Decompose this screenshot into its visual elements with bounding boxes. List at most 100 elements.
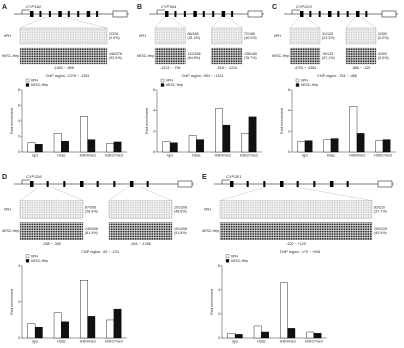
gene-name: CYP2D6 [26, 174, 42, 179]
y-tick-label: 0 [153, 150, 155, 154]
methylation-fraction: 0/300 [378, 32, 387, 36]
methylation-percent: (0.5%) [109, 36, 120, 40]
methylation-percent: (37.7%) [374, 209, 387, 213]
exon [96, 181, 99, 187]
legend-label: hESC-Hep [31, 83, 48, 87]
sample-label: hPH [274, 34, 281, 38]
sample-label: hPH [204, 207, 211, 211]
y-tick-label: 6 [288, 88, 290, 92]
bar [113, 308, 122, 339]
bar [306, 331, 315, 339]
tss-arrow [221, 179, 230, 184]
legend-swatch [25, 259, 30, 263]
region-range: -904 ~ -1286 [130, 242, 150, 246]
region-range: -4793 ~ -4363 [294, 66, 316, 70]
exon [280, 181, 284, 187]
methylation-fraction: 200/220 [374, 227, 387, 231]
methylation-grid [108, 200, 173, 219]
sample-label: hPH [139, 34, 146, 38]
exon [177, 180, 193, 188]
zoom-guide [154, 16, 186, 29]
x-tick-label: H3K4me3 [215, 153, 231, 157]
bar [297, 141, 306, 153]
x-tick-label: H3ac [192, 153, 201, 157]
y-tick-label: 8 [18, 88, 20, 92]
bar [169, 142, 178, 153]
y-axis-label: Fold enrichment [10, 108, 14, 134]
region-range: -298 ~ -359 [42, 242, 60, 246]
exon [86, 11, 91, 17]
y-tick-label: 0 [18, 336, 20, 340]
methylation-fraction: 142/168 [188, 52, 201, 56]
y-tick-label: 4 [18, 264, 20, 268]
sample-label: hESC-Hep [2, 54, 19, 58]
x-tick-label: H3K4me3 [80, 153, 96, 157]
methylation-grid [211, 47, 243, 65]
legend-label: hPH [231, 254, 238, 258]
x-tick-label: H3K4me3 [80, 339, 96, 343]
legend-label: hESC-Hep [166, 83, 183, 87]
methylation-grid [154, 47, 186, 65]
y-tick-label: 6 [18, 103, 20, 107]
bar [261, 331, 269, 339]
zoom-guide [108, 186, 173, 201]
legend-label: hPH [166, 79, 173, 83]
exon [346, 181, 349, 187]
exon [212, 11, 215, 17]
x-tick-label: H3K27me3 [240, 153, 258, 157]
tss-arrow [156, 9, 165, 14]
methylation-grid [219, 200, 373, 219]
zoom-guide [211, 16, 243, 29]
y-tick-label: 4 [218, 288, 220, 292]
methylation-percent: (90.9%) [374, 231, 387, 235]
exon [48, 11, 51, 17]
exon [96, 11, 99, 17]
bar [34, 144, 43, 153]
gene-name: CYP1A2 [26, 4, 42, 9]
chart-title: ChIP region: -52 ~ -103 [81, 250, 118, 254]
bar [222, 124, 231, 153]
region-range: -866 ~ -125 [352, 66, 370, 70]
x-tick-label: H3ac [257, 339, 266, 343]
exon [346, 11, 349, 17]
bar [375, 140, 384, 153]
exon [113, 181, 116, 187]
bar [27, 142, 36, 153]
sample-label: hESC-Hep [202, 229, 219, 233]
methylation-fraction: 346/376 [109, 52, 122, 56]
y-tick-label: 2 [18, 134, 20, 138]
bar [162, 141, 171, 153]
x-tick-label: H3K27me3 [305, 339, 323, 343]
panel-letter: C [272, 4, 277, 11]
region-range: -918 ~ -1224 [217, 66, 237, 70]
exon [313, 181, 316, 187]
bar [61, 321, 69, 339]
exon [318, 11, 321, 17]
bar [287, 328, 296, 339]
methylation-fraction: 76/133 [322, 52, 333, 56]
region-range: -1213 ~ -794 [160, 66, 180, 70]
y-axis-label: Fold enrichment [10, 289, 14, 315]
legend-label: hESC-Hep [231, 259, 248, 263]
sample-label: hESC-Hep [2, 229, 19, 233]
exon [328, 11, 332, 17]
bar [313, 332, 322, 339]
bar [253, 325, 262, 339]
bar [87, 139, 96, 153]
y-axis-label: Fold enrichment [280, 108, 284, 134]
bar [188, 135, 197, 153]
methylation-percent: (0.0%) [378, 36, 389, 40]
sample-label: hPH [4, 207, 11, 211]
region-range: -202 ~ +129 [286, 242, 305, 246]
methylation-grid [108, 222, 173, 240]
exon [30, 181, 34, 187]
exon [30, 11, 34, 17]
exon [365, 11, 368, 17]
methylation-fraction: 72/180 [244, 32, 255, 36]
bar [196, 139, 204, 153]
bar [349, 106, 358, 153]
legend-swatch [295, 83, 300, 87]
methylation-grid [19, 200, 84, 219]
bar [80, 280, 88, 339]
bar [106, 143, 115, 153]
